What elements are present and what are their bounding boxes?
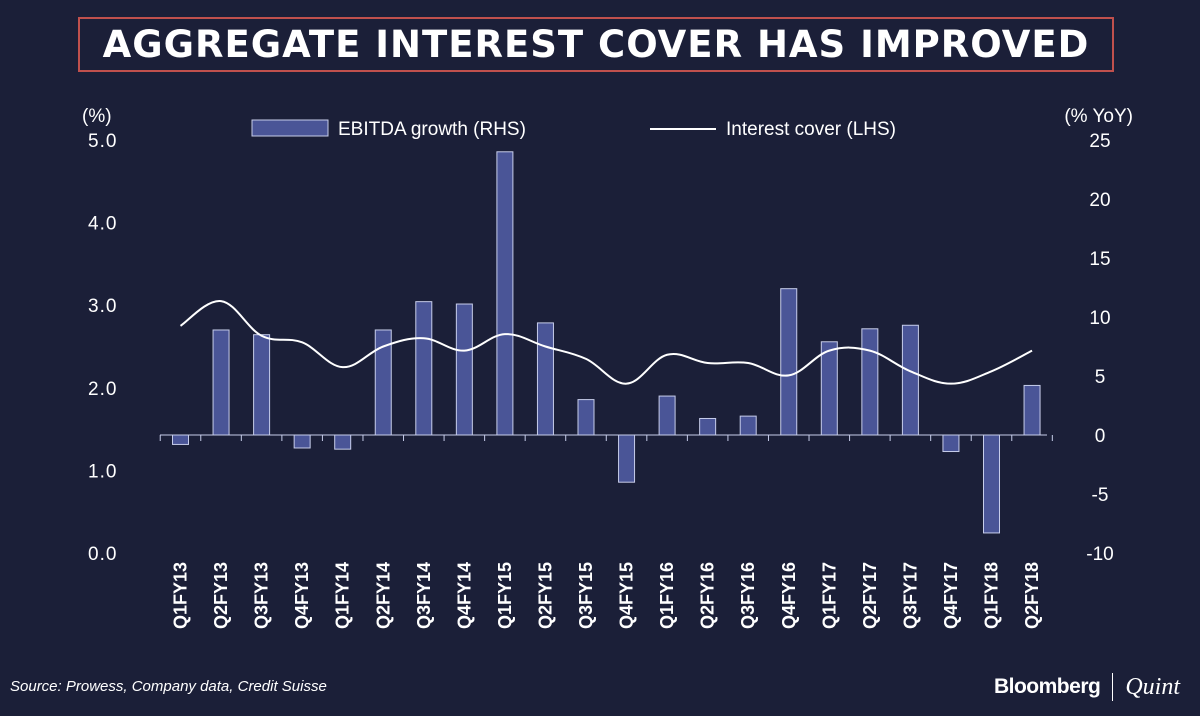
title-box: AGGREGATE INTEREST COVER HAS IMPROVED xyxy=(78,17,1114,72)
right-tick-label: 20 xyxy=(1089,190,1110,211)
ebitda-bar-Q4FY14 xyxy=(455,303,473,436)
ebitda-bar-Q2FY16 xyxy=(699,417,717,436)
category-label-Q3FY13: Q3FY13 xyxy=(252,562,272,629)
left-axis: 0.0 1.0 2.0 3.0 4.0 5.0 xyxy=(88,131,117,565)
ebitda-bar-Q1FY17 xyxy=(820,341,838,436)
right-tick-label: 15 xyxy=(1089,249,1110,270)
chart-title: AGGREGATE INTEREST COVER HAS IMPROVED xyxy=(102,23,1090,66)
zero-axis xyxy=(159,434,1053,441)
right-tick-label: 0 xyxy=(1095,426,1106,447)
category-label-Q1FY13: Q1FY13 xyxy=(171,562,191,629)
left-tick-label: 4.0 xyxy=(88,214,117,235)
legend: EBITDA growth (RHS) Interest cover (LHS) xyxy=(251,119,896,140)
category-label-Q1FY14: Q1FY14 xyxy=(333,562,353,629)
category-label-Q2FY13: Q2FY13 xyxy=(211,562,231,629)
brand-quint: Quint xyxy=(1125,673,1180,700)
category-label-Q1FY18: Q1FY18 xyxy=(982,562,1002,629)
ebitda-bar-Q1FY13 xyxy=(172,434,189,445)
category-label-Q3FY16: Q3FY16 xyxy=(738,562,758,629)
category-label-Q4FY14: Q4FY14 xyxy=(454,562,474,629)
ebitda-bar-Q2FY17 xyxy=(861,328,879,436)
ebitda-bar-Q1FY16 xyxy=(658,395,676,436)
ebitda-bar-Q3FY16 xyxy=(739,415,757,436)
ebitda-bar-Q1FY14 xyxy=(334,434,352,450)
category-label-Q3FY17: Q3FY17 xyxy=(900,562,920,629)
ebitda-bar-Q3FY15 xyxy=(577,399,595,436)
category-label-Q1FY15: Q1FY15 xyxy=(495,562,515,629)
ebitda-bar-Q1FY15 xyxy=(496,151,514,436)
ebitda-bar-Q4FY17 xyxy=(942,434,960,453)
category-label-Q1FY17: Q1FY17 xyxy=(819,562,839,629)
right-tick-label: -10 xyxy=(1086,544,1113,565)
category-label-Q2FY18: Q2FY18 xyxy=(1022,562,1042,629)
category-label-Q2FY16: Q2FY16 xyxy=(698,562,718,629)
right-axis: -10 -5 0 5 10 15 20 25 xyxy=(1086,131,1113,565)
ebitda-bar-Q1FY18 xyxy=(983,434,1000,534)
ebitda-bar-Q3FY13 xyxy=(253,334,271,436)
brand-logo: Bloomberg Quint xyxy=(994,672,1180,702)
category-label-Q3FY15: Q3FY15 xyxy=(576,562,596,629)
ebitda-bar-Q4FY15 xyxy=(618,434,636,483)
category-label-Q4FY15: Q4FY15 xyxy=(617,562,637,629)
right-tick-label: 5 xyxy=(1095,367,1106,388)
category-label-Q4FY16: Q4FY16 xyxy=(779,562,799,629)
brand-divider xyxy=(1112,673,1114,701)
left-tick-label: 2.0 xyxy=(88,379,117,400)
category-label-Q2FY15: Q2FY15 xyxy=(535,562,555,629)
source-note: Source: Prowess, Company data, Credit Su… xyxy=(10,678,327,695)
ebitda-bar-Q2FY13 xyxy=(212,329,230,436)
left-tick-label: 0.0 xyxy=(88,544,117,565)
category-label-Q4FY17: Q4FY17 xyxy=(941,562,961,629)
left-axis-unit: (%) xyxy=(82,106,112,127)
ebitda-bar-Q3FY17 xyxy=(901,324,919,436)
category-label-Q4FY13: Q4FY13 xyxy=(292,562,312,629)
category-label-Q2FY14: Q2FY14 xyxy=(373,562,393,629)
ebitda-bar-Q2FY18 xyxy=(1023,384,1041,436)
interest-cover-line xyxy=(179,300,1033,385)
right-tick-label: 25 xyxy=(1089,131,1110,152)
category-label-Q1FY16: Q1FY16 xyxy=(657,562,677,629)
legend-bar-label: EBITDA growth (RHS) xyxy=(338,119,526,140)
category-labels: Q1FY13 Q2FY13 Q3FY13 Q4FY13 Q1FY14 Q2FY14 Q3FY… xyxy=(171,562,1043,629)
left-tick-label: 3.0 xyxy=(88,296,117,317)
ebitda-bar-Q4FY13 xyxy=(293,434,311,449)
legend-bar-swatch xyxy=(251,119,329,137)
category-label-Q2FY17: Q2FY17 xyxy=(860,562,880,629)
brand-bloomberg: Bloomberg xyxy=(993,675,1101,698)
ebitda-bar-Q2FY15 xyxy=(536,322,554,436)
left-tick-label: 1.0 xyxy=(88,461,117,482)
legend-line-label: Interest cover (LHS) xyxy=(726,119,896,140)
right-tick-label: -5 xyxy=(1092,485,1109,506)
ebitda-bar-Q4FY16 xyxy=(780,288,798,436)
ebitda-bar-Q3FY14 xyxy=(415,301,433,436)
right-tick-label: 10 xyxy=(1089,308,1110,329)
left-tick-label: 5.0 xyxy=(88,131,117,152)
category-label-Q3FY14: Q3FY14 xyxy=(414,562,434,629)
right-axis-unit: (% YoY) xyxy=(1064,106,1133,127)
